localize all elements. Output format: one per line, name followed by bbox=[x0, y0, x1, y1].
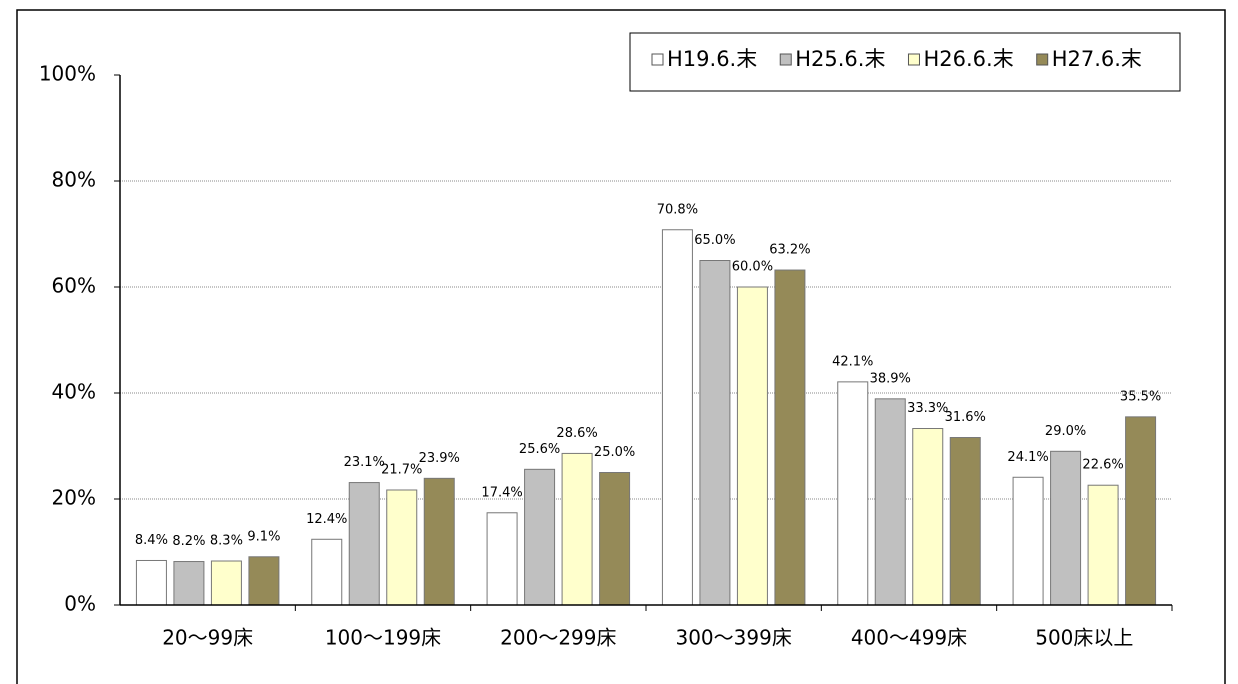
bar bbox=[699, 260, 731, 606]
bar bbox=[1050, 450, 1082, 606]
bar bbox=[173, 561, 205, 606]
x-tick-label: 300～399床 bbox=[675, 626, 791, 650]
legend-swatch bbox=[651, 53, 664, 66]
legend-swatch bbox=[907, 53, 920, 66]
bar bbox=[1012, 476, 1044, 606]
bar bbox=[1087, 484, 1119, 606]
bar bbox=[599, 472, 631, 606]
value-label: 60.0% bbox=[732, 260, 773, 275]
value-label: 33.3% bbox=[907, 401, 948, 416]
value-label: 8.2% bbox=[172, 534, 205, 549]
legend-label: H19.6.末 bbox=[667, 47, 757, 71]
value-label: 38.9% bbox=[870, 371, 911, 386]
bar bbox=[524, 468, 556, 606]
value-label: 29.0% bbox=[1045, 424, 1086, 439]
legend-swatch bbox=[779, 53, 792, 66]
value-label: 23.9% bbox=[419, 451, 460, 466]
bar bbox=[774, 269, 806, 606]
y-tick-label: 20% bbox=[52, 486, 96, 510]
legend-label: H27.6.末 bbox=[1052, 47, 1142, 71]
x-tick-label: 500床以上 bbox=[1035, 626, 1133, 650]
value-label: 25.0% bbox=[594, 445, 635, 460]
bar bbox=[736, 286, 768, 606]
bar bbox=[837, 381, 869, 606]
bar bbox=[949, 437, 981, 606]
y-tick-label: 60% bbox=[52, 274, 96, 298]
legend-swatch bbox=[1036, 53, 1049, 66]
bar bbox=[248, 556, 280, 606]
value-label: 12.4% bbox=[306, 512, 347, 527]
y-tick-label: 100% bbox=[39, 62, 96, 86]
bar bbox=[386, 489, 418, 606]
value-label: 17.4% bbox=[481, 485, 522, 500]
x-tick-label: 20～99床 bbox=[162, 626, 253, 650]
bar bbox=[874, 398, 906, 606]
value-label: 25.6% bbox=[519, 442, 560, 457]
value-label: 24.1% bbox=[1007, 450, 1048, 465]
bar bbox=[210, 560, 242, 606]
value-label: 31.6% bbox=[945, 410, 986, 425]
value-label: 35.5% bbox=[1120, 389, 1161, 404]
value-label: 42.1% bbox=[832, 354, 873, 369]
value-label: 22.6% bbox=[1082, 458, 1123, 473]
value-label: 23.1% bbox=[344, 455, 385, 470]
x-tick-label: 100～199床 bbox=[325, 626, 441, 650]
x-tick-label: 400～499床 bbox=[851, 626, 967, 650]
bar bbox=[423, 477, 455, 606]
bar bbox=[912, 428, 944, 606]
bar bbox=[1125, 416, 1157, 606]
legend-label: H26.6.末 bbox=[923, 47, 1013, 71]
bar bbox=[135, 559, 167, 606]
value-label: 70.8% bbox=[657, 202, 698, 217]
value-label: 28.6% bbox=[556, 426, 597, 441]
value-label: 8.4% bbox=[135, 533, 168, 548]
y-tick-label: 0% bbox=[64, 592, 96, 616]
value-label: 65.0% bbox=[694, 233, 735, 248]
bar bbox=[486, 512, 518, 606]
x-tick-label: 200～299床 bbox=[500, 626, 616, 650]
value-label: 21.7% bbox=[381, 462, 422, 477]
y-tick-label: 80% bbox=[52, 168, 96, 192]
value-label: 8.3% bbox=[210, 534, 243, 549]
bar bbox=[561, 452, 593, 606]
bar bbox=[348, 482, 380, 606]
bar bbox=[661, 229, 693, 606]
legend-box bbox=[629, 32, 1181, 92]
bar bbox=[311, 538, 343, 606]
legend-label: H25.6.末 bbox=[795, 47, 885, 71]
value-label: 9.1% bbox=[247, 529, 280, 544]
y-tick-label: 40% bbox=[52, 380, 96, 404]
frame bbox=[16, 9, 1226, 684]
value-label: 63.2% bbox=[769, 243, 810, 258]
